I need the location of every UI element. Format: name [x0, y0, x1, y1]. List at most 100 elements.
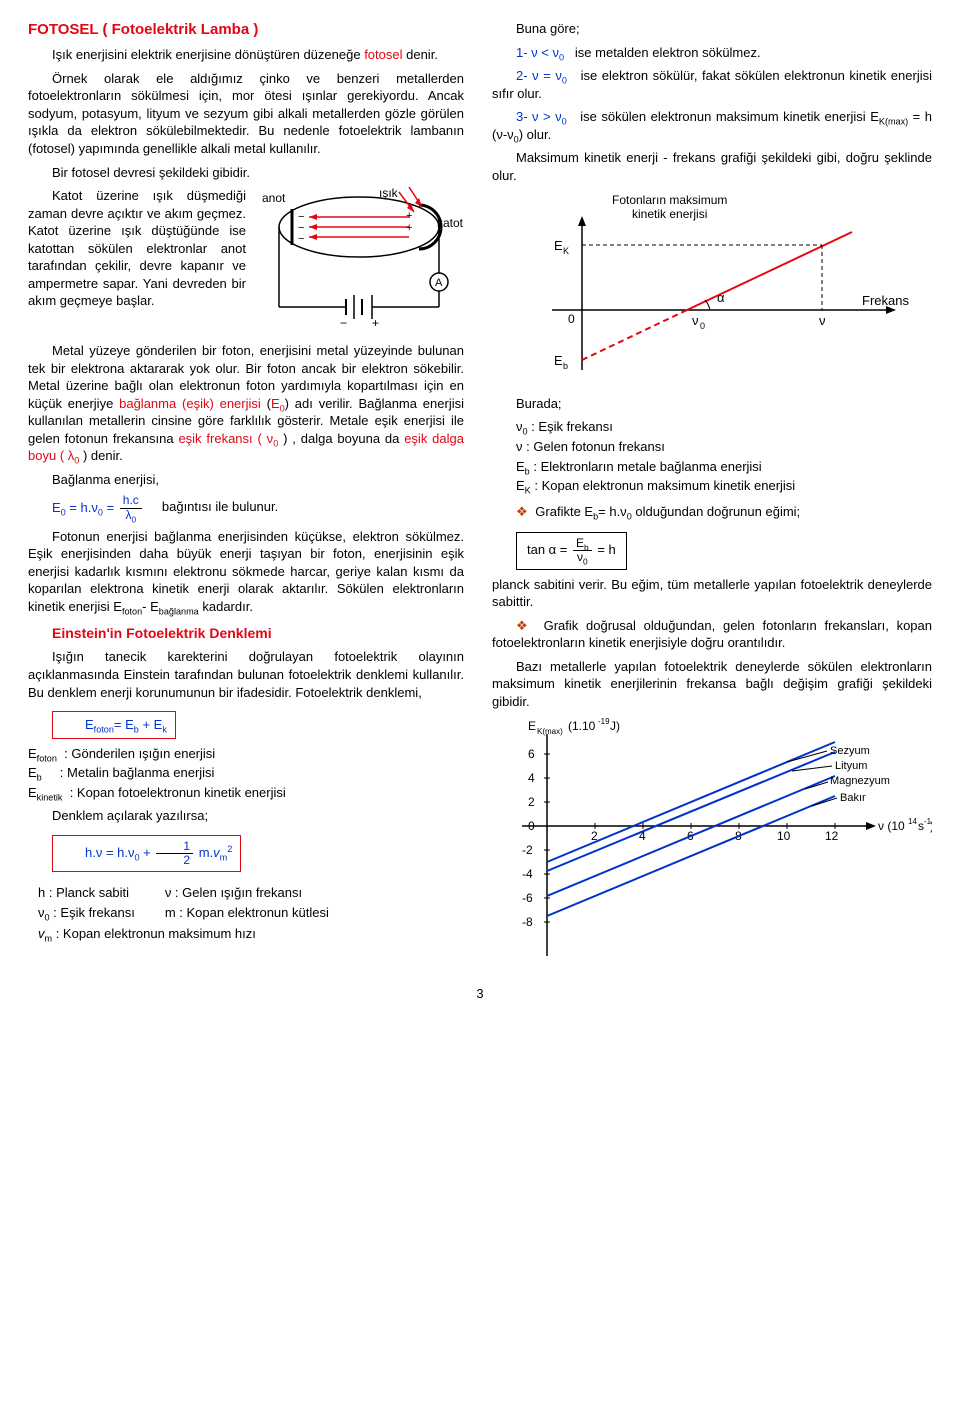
svg-text:-2: -2	[522, 843, 533, 857]
left-column: FOTOSEL ( Fotoelektrik Lamba ) Işık ener…	[28, 20, 464, 971]
sym: ν < ν	[528, 45, 559, 60]
svg-text:(1.10: (1.10	[568, 719, 596, 733]
svg-text:−: −	[340, 316, 347, 330]
text: - E	[142, 599, 159, 614]
svg-text:0: 0	[528, 819, 535, 833]
sup: 2	[227, 844, 232, 854]
svg-text:10: 10	[777, 829, 791, 843]
text: Grafikte E	[535, 504, 593, 519]
text: 2-	[516, 68, 528, 83]
label-isik: ışık	[379, 187, 399, 200]
def-Ekinetic: Ekinetik : Kopan fotoelektronun kinetik …	[28, 784, 464, 802]
sym: tan α =	[527, 542, 571, 557]
para-3: Bir fotosel devresi şekildeki gibidir.	[28, 164, 464, 182]
svg-text:+: +	[406, 210, 412, 222]
section-title: FOTOSEL ( Fotoelektrik Lamba )	[28, 20, 464, 40]
sub: K(max)	[879, 117, 908, 127]
case-3: 3- ν > ν0 ise sökülen elektronun maksimu…	[492, 108, 932, 143]
num: h.c	[120, 494, 142, 508]
sym: h.ν = h.ν	[85, 845, 135, 860]
svg-text:ν (10: ν (10	[878, 819, 905, 833]
rh1: Buna göre;	[492, 20, 932, 38]
sym: m.	[195, 845, 213, 860]
svg-text:K: K	[563, 246, 569, 256]
label-katot: katot	[437, 216, 464, 230]
sym: E	[271, 396, 280, 411]
sub: bağlanma	[159, 607, 199, 617]
svg-text:): )	[930, 819, 932, 833]
text: bağıntısı ile bulunur.	[162, 500, 278, 515]
sym: ν = ν	[528, 68, 562, 83]
multi-metal-graph: EK(max) (1.10-19J) 6 4 2 0 -2 -4 -6 -8 2…	[492, 716, 932, 966]
def-h: h : Planck sabiti	[38, 884, 135, 902]
sub: foton	[94, 725, 114, 735]
text: : Kopan fotoelektronun kinetik enerjisi	[70, 785, 286, 800]
rp3: ❖ Grafikte Eb= h.ν0 olduğundan doğrunun …	[492, 503, 932, 521]
label-sezyum: Sezyum	[830, 745, 870, 757]
svg-text:E: E	[554, 238, 563, 253]
svg-text:4: 4	[528, 771, 535, 785]
den: 2	[156, 854, 193, 867]
sub: foton	[37, 753, 57, 763]
svg-text:0: 0	[700, 321, 705, 331]
text: : Eşik frekansı	[50, 905, 135, 920]
sub: m	[220, 853, 228, 863]
label-bakir: Bakır	[840, 792, 866, 804]
svg-text:-8: -8	[522, 915, 533, 929]
svg-text:-19: -19	[598, 717, 610, 726]
svg-text:+: +	[406, 222, 412, 234]
svg-text:J): J)	[610, 719, 620, 733]
text: : Eşik frekansı	[528, 419, 613, 434]
svg-text:ν: ν	[692, 313, 699, 328]
page-number: 3	[28, 985, 932, 1003]
sym: =	[103, 500, 118, 515]
term: eşik frekansı	[178, 431, 252, 446]
text: : Kopan elektronun maksimum hızı	[52, 926, 256, 941]
text: kadardır.	[199, 599, 253, 614]
y-title-l2: kinetik enerjisi	[632, 207, 707, 221]
y-ticks: 6 4 2 0 -2 -4 -6 -8	[522, 747, 550, 929]
def-nu0: ν0 : Eşik frekansı	[38, 904, 135, 922]
svg-text:E: E	[554, 353, 563, 368]
frac: 12	[156, 840, 193, 867]
svg-text:K(max): K(max)	[537, 727, 563, 736]
svg-text:b: b	[563, 361, 568, 371]
def-m: m : Kopan elektronun kütlesi	[165, 904, 329, 922]
rp5: ❖ Grafik doğrusal olduğundan, gelen foto…	[492, 617, 932, 652]
text: : Elektronların metale bağlanma enerjisi	[530, 459, 762, 474]
label-ammeter: A	[435, 277, 443, 289]
burada: Burada;	[492, 395, 932, 413]
sub: 0	[559, 52, 564, 62]
sym: = h	[597, 542, 615, 557]
sub: kinetik	[37, 792, 63, 802]
sym: E	[85, 717, 94, 732]
label-magnezyum: Magnezyum	[830, 775, 890, 787]
sym: +	[140, 845, 155, 860]
case-2: 2- ν = ν0 ise elektron sökülür, fakat sö…	[492, 67, 932, 102]
diamond-icon: ❖	[516, 618, 532, 633]
text: ise metalden elektron sökülmez.	[575, 45, 761, 60]
subsection-title: Einstein'in Fotoelektrik Denklemi	[28, 624, 464, 643]
sym: E	[52, 500, 61, 515]
svg-text:12: 12	[825, 829, 839, 843]
text: Işık enerjisini elektrik enerjisine dönü…	[52, 47, 364, 62]
para-8: Işığın tanecik karekterini doğrulayan fo…	[28, 648, 464, 701]
svg-text:2: 2	[528, 795, 535, 809]
sym: = E	[114, 717, 134, 732]
svg-text:E: E	[528, 719, 536, 733]
text: denir.	[403, 47, 438, 62]
text: ) denir.	[79, 448, 122, 463]
para-5: Metal yüzeye gönderilen bir foton, enerj…	[28, 342, 464, 465]
text: : Metalin bağlanma enerjisi	[60, 765, 215, 780]
sub: foton	[122, 607, 142, 617]
label-lityum: Lityum	[835, 760, 867, 772]
text: ( λ	[56, 448, 74, 463]
eq-tanalpha: tan α = Eb ν0 = h	[516, 532, 627, 569]
text: 1-	[516, 45, 528, 60]
para4-with-figure: Katot üzerine ışık düşmediği zaman devre…	[28, 187, 464, 342]
sym: + E	[139, 717, 163, 732]
sub: b	[37, 773, 42, 783]
sub: 0	[131, 514, 136, 524]
text: ) , dalga boyuna da	[278, 431, 404, 446]
sym: E	[28, 746, 37, 761]
